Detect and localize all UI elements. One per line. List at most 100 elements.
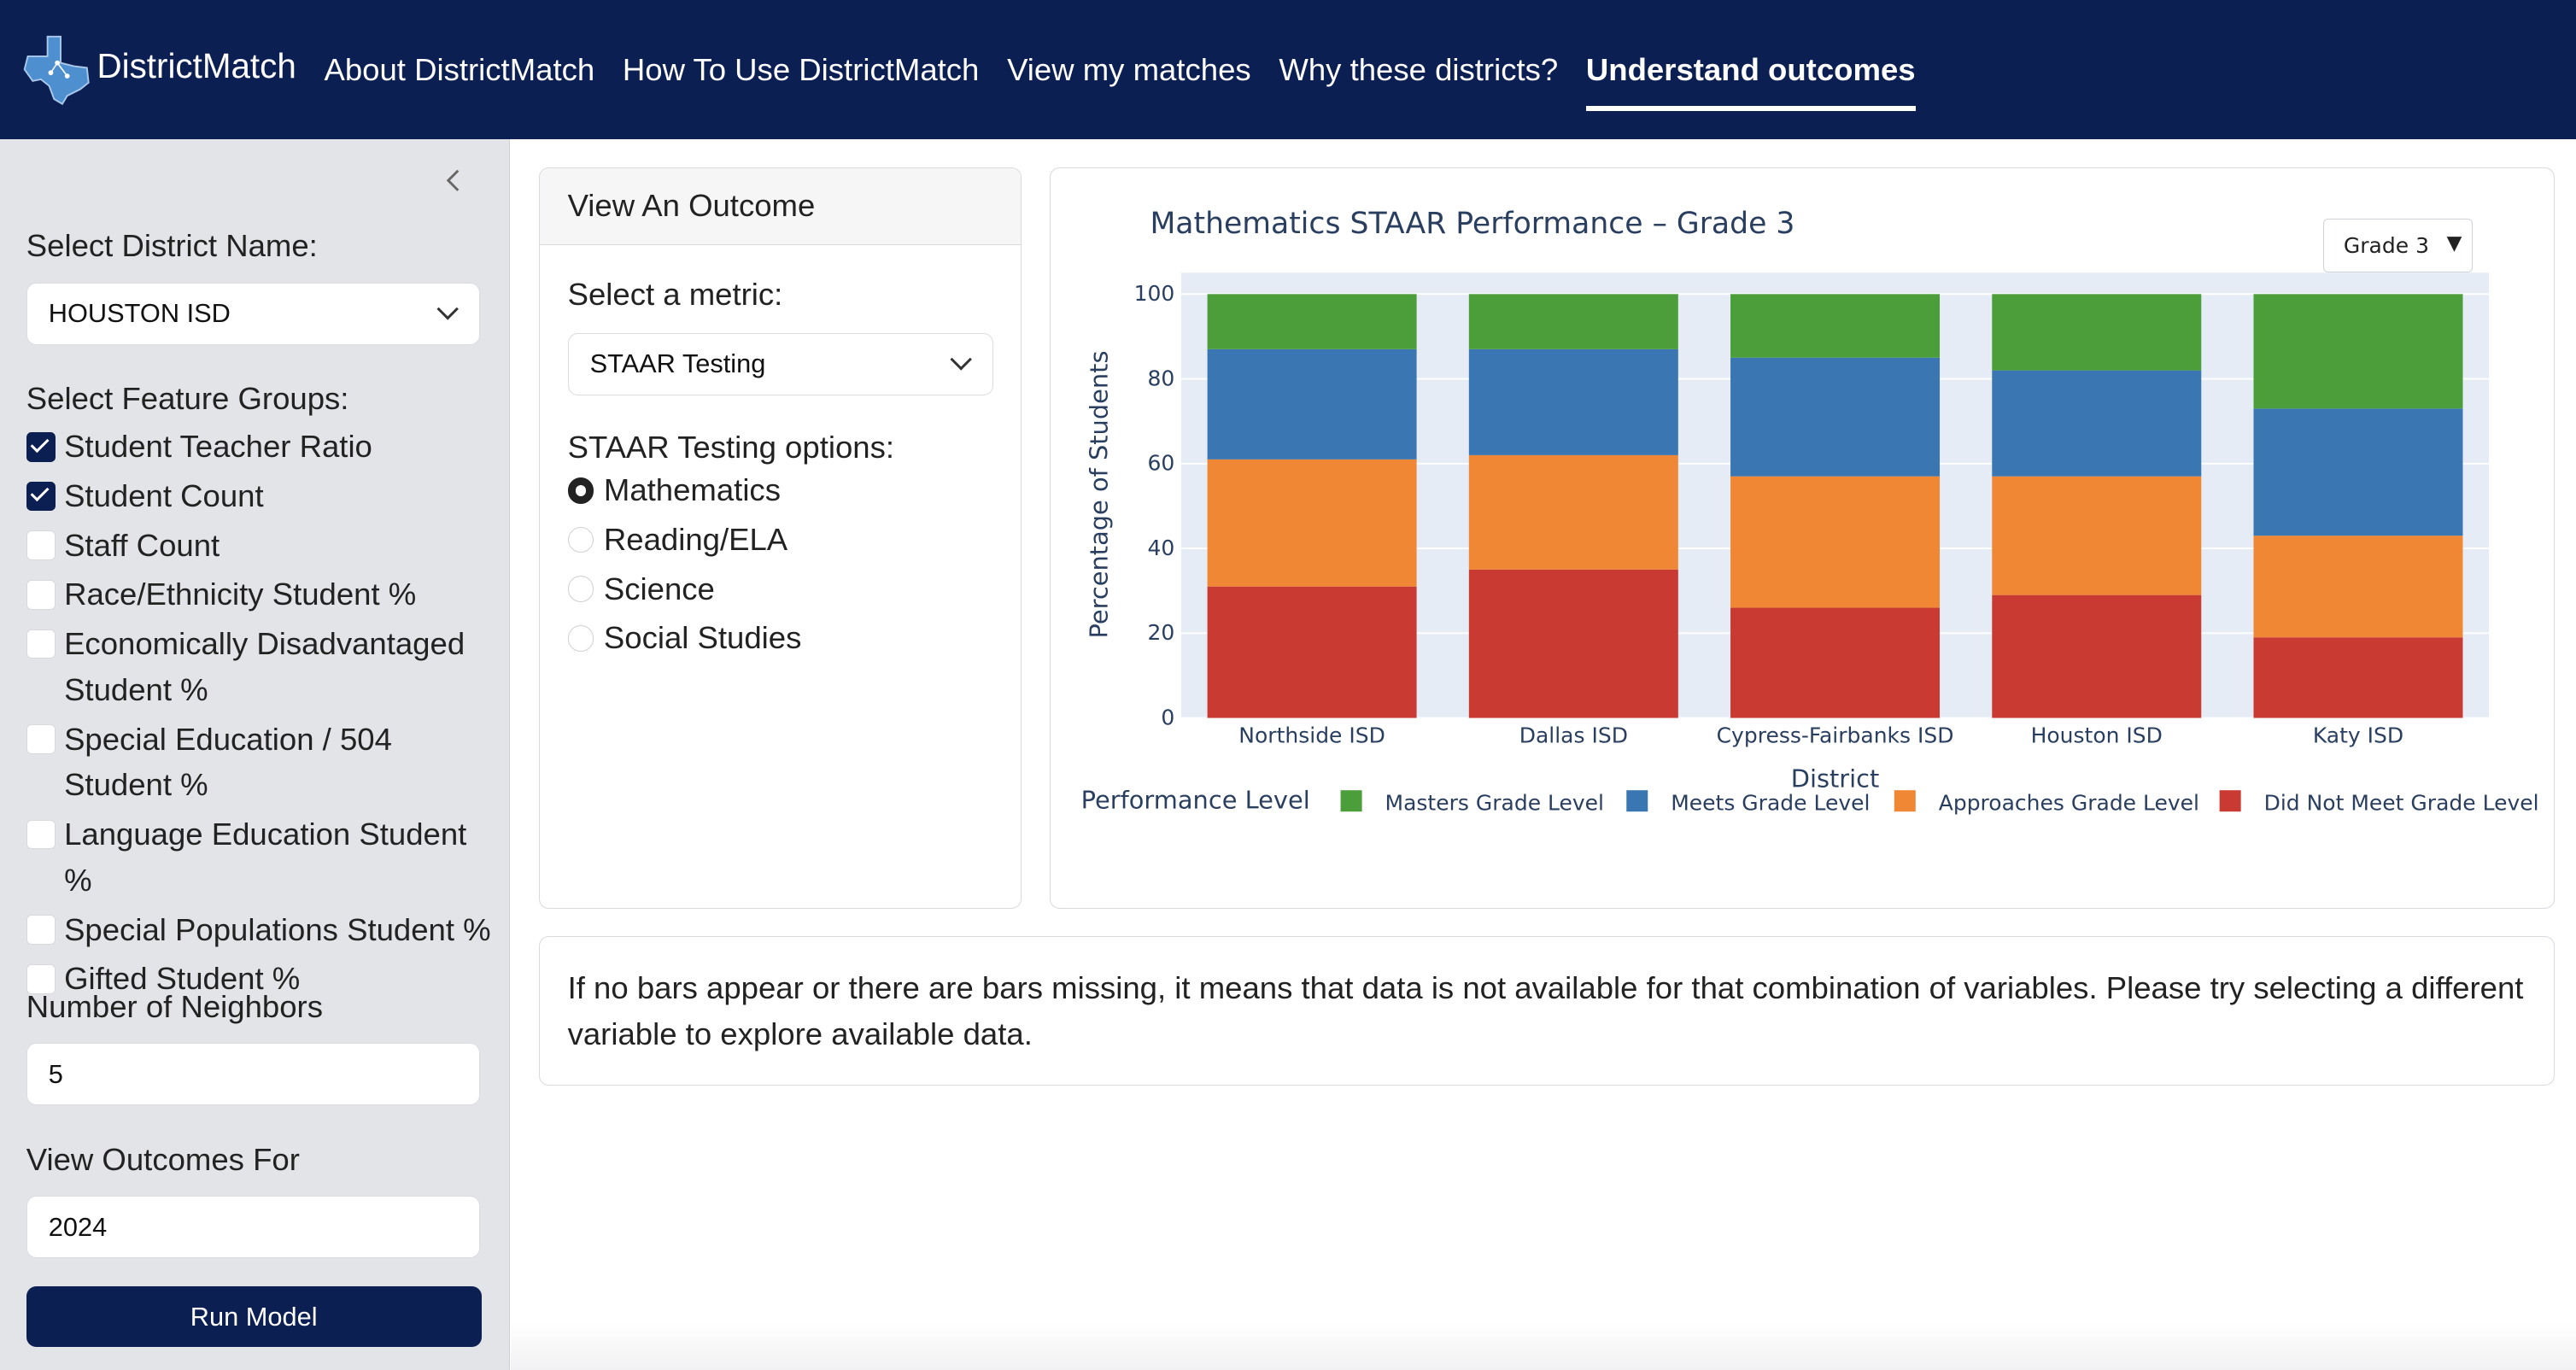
y-axis-title: Percentage of Students (1084, 350, 1113, 638)
bar-segment (2253, 637, 2463, 718)
nav-links: About DistrictMatch How To Use DistrictMa… (324, 0, 1943, 139)
bar-segment (1992, 476, 2202, 595)
page-bottom-shade (511, 1324, 2576, 1370)
bar-segment (1730, 294, 1941, 358)
top-navbar: DistrictMatch About DistrictMatch How To … (0, 0, 2576, 140)
neighbors-value: 5 (48, 1058, 63, 1089)
legend-label: Approaches Grade Level (1939, 790, 2199, 815)
bar-segment (1730, 357, 1941, 477)
feature-group-item[interactable]: Special Education / 504 Student % (26, 717, 503, 809)
bar-segment (1207, 586, 1417, 718)
nav-link-about-districtmatch[interactable]: About DistrictMatch (324, 51, 595, 87)
checkbox-unchecked[interactable] (26, 530, 56, 560)
y-tick-label: 80 (1147, 366, 1174, 390)
y-tick-label: 40 (1147, 536, 1174, 560)
checkbox-unchecked[interactable] (26, 915, 56, 946)
legend-label: Masters Grade Level (1385, 790, 1605, 815)
chevron-left-icon[interactable] (443, 166, 470, 198)
feature-group-item[interactable]: Staff Count (26, 523, 503, 569)
feature-group-label: Gifted Student % (64, 961, 301, 997)
checkbox-unchecked[interactable] (26, 579, 56, 610)
staar-options-label: STAAR Testing options: (567, 430, 895, 465)
radio-selected[interactable] (567, 477, 594, 504)
nav-link-why-these-districts[interactable]: Why these districts? (1279, 51, 1559, 87)
stacked-bar-chart: 0 20 40 60 80 100 Northside ISD Dallas ISD Cypre… (1081, 207, 2539, 815)
brand-name: DistrictMatch (97, 46, 296, 86)
x-tick-label: Katy ISD (2313, 723, 2403, 747)
feature-group-item[interactable]: Economically Disadvantaged Student % (26, 621, 503, 713)
checkbox-checked[interactable] (26, 481, 56, 512)
metric-label: Select a metric: (567, 277, 783, 313)
staar-option[interactable]: Reading/ELA (567, 515, 802, 565)
legend-swatch (1626, 790, 1648, 812)
radio-unselected[interactable] (567, 576, 594, 602)
neighbors-input[interactable]: 5 (26, 1043, 480, 1106)
bar-segment (1207, 348, 1417, 460)
x-axis-title: District (1791, 764, 1880, 793)
y-tick-label: 20 (1147, 620, 1174, 645)
bar-segment (2253, 294, 2463, 409)
bar-segment (1992, 294, 2202, 371)
bar-segment (1207, 294, 1417, 349)
feature-group-label: Economically Disadvantaged Student % (64, 626, 465, 707)
bar-segment (1468, 348, 1678, 455)
district-select[interactable]: HOUSTON ISD (26, 282, 480, 345)
y-tick-label: 100 (1134, 281, 1175, 306)
bar-segment (1468, 454, 1678, 570)
checkbox-unchecked[interactable] (26, 964, 56, 994)
metric-select-value: STAAR Testing (589, 348, 766, 379)
feature-groups-label: Select Feature Groups: (26, 381, 349, 417)
feature-group-item[interactable]: Student Teacher Ratio (26, 424, 503, 470)
legend-label: Did Not Meet Grade Level (2264, 790, 2539, 815)
feature-group-item[interactable]: Race/Ethnicity Student % (26, 571, 503, 618)
sidebar: Select District Name: HOUSTON ISD Select… (0, 139, 511, 1370)
feature-group-item[interactable]: Student Count (26, 473, 503, 519)
staar-option[interactable]: Mathematics (567, 465, 802, 515)
nav-link-view-my-matches[interactable]: View my matches (1007, 51, 1251, 87)
staar-option[interactable]: Social Studies (567, 613, 801, 663)
view-outcome-card: View An Outcome Select a metric: STAAR T… (538, 167, 1022, 909)
legend-swatch (2219, 790, 2241, 812)
outcomes-for-value: 2024 (48, 1211, 108, 1242)
outcomes-for-label: View Outcomes For (26, 1141, 300, 1177)
metric-select[interactable]: STAAR Testing (567, 332, 993, 395)
nav-link-how-to-use-districtmatch[interactable]: How To Use DistrictMatch (622, 51, 980, 87)
grade-dropdown[interactable]: Grade 3 ▼ (2322, 218, 2473, 273)
legend-label: Meets Grade Level (1671, 790, 1870, 815)
bar-segment (2253, 536, 2463, 638)
staar-option[interactable]: Science (567, 565, 802, 614)
y-tick-label: 0 (1161, 705, 1174, 729)
y-tick-label: 60 (1147, 451, 1174, 476)
texas-map-icon (18, 33, 93, 106)
checkbox-unchecked[interactable] (26, 629, 56, 659)
feature-group-label: Student Teacher Ratio (64, 429, 372, 465)
x-tick-label: Northside ISD (1238, 723, 1385, 747)
checkbox-unchecked[interactable] (26, 819, 56, 850)
district-select-label: Select District Name: (26, 228, 318, 264)
feature-group-item[interactable]: Language Education Student % (26, 811, 503, 904)
radio-unselected[interactable] (567, 526, 594, 553)
feature-group-label: Language Education Student % (64, 817, 467, 899)
x-tick-label: Houston ISD (2031, 723, 2163, 747)
outcomes-for-input[interactable]: 2024 (26, 1196, 480, 1259)
bar-segment (1730, 607, 1941, 718)
note-card: If no bars appear or there are bars miss… (538, 936, 2556, 1086)
checkbox-checked[interactable] (26, 431, 56, 462)
bar-segment (1468, 294, 1678, 349)
brand[interactable]: DistrictMatch (18, 0, 296, 139)
legend-swatch (1894, 790, 1916, 812)
run-model-button[interactable]: Run Model (26, 1286, 482, 1348)
feature-group-item[interactable]: Special Populations Student % (26, 907, 503, 953)
legend-title: Performance Level (1081, 785, 1310, 814)
bar-segment (1992, 370, 2202, 477)
view-outcome-title: View An Outcome (539, 168, 1022, 245)
bar-segment (1468, 569, 1678, 718)
missing-data-note: If no bars appear or there are bars miss… (567, 970, 2524, 1051)
bar-segment (1992, 594, 2202, 718)
grade-dropdown-value: Grade 3 (2343, 233, 2429, 259)
feature-group-item[interactable]: Gifted Student % (26, 956, 503, 1002)
radio-unselected[interactable] (567, 624, 594, 652)
bar-segment (1730, 476, 1941, 608)
nav-link-understand-outcomes[interactable]: Understand outcomes (1585, 36, 1916, 111)
checkbox-unchecked[interactable] (26, 724, 56, 754)
